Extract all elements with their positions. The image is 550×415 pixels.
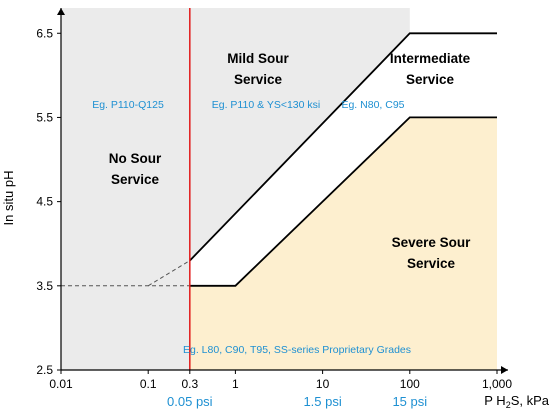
no-sour-region	[61, 8, 190, 370]
severe-sour-example: Eg. L80, C90, T95, SS-series Proprietary…	[183, 344, 411, 356]
mild-sour-label-line2: Service	[234, 72, 283, 87]
intermediate-example: Eg. N80, C95	[341, 99, 404, 111]
severe-sour-label-line2: Service	[407, 256, 456, 271]
mild-sour-example: Eg. P110 & YS<130 ksi	[212, 99, 320, 111]
mild-sour-label-line1: Mild Sour	[227, 51, 289, 66]
intermediate-label-line1: Intermediate	[390, 51, 471, 66]
x-tick-label: 1,000	[482, 377, 512, 391]
mild-sour-region	[189, 8, 410, 261]
y-tick-label: 3.5	[36, 279, 53, 293]
intermediate-label-line2: Service	[406, 72, 455, 87]
x-tick-label: 0.1	[140, 377, 157, 391]
x-tick-label: 0.01	[49, 377, 73, 391]
y-tick-label: 5.5	[36, 110, 53, 124]
region-labels: No Sour Service Eg. P110-Q125 Mild Sour …	[92, 51, 471, 356]
upper-boundary-line	[189, 32, 497, 262]
y-tick-label: 6.5	[36, 26, 53, 40]
x-tick-label: 1	[232, 377, 239, 391]
severe-sour-region	[189, 117, 498, 371]
no-sour-label-line1: No Sour	[109, 151, 162, 166]
lower-boundary-line	[189, 116, 497, 287]
no-sour-label-line2: Service	[111, 172, 160, 187]
boundary-lines	[61, 8, 497, 370]
y-tick-label: 2.5	[36, 363, 53, 377]
x-tick-label: 0.3	[181, 377, 198, 391]
y-tick-label: 4.5	[36, 195, 53, 209]
x-axis-arrow	[501, 366, 508, 374]
y-axis-arrow	[57, 8, 65, 15]
severe-sour-label-line1: Severe Sour	[392, 235, 472, 250]
psi-tick-label: 0.05 psi	[167, 394, 213, 409]
x-axis-label: P H2S, kPa	[484, 393, 550, 410]
dashed-upper-extension	[147, 260, 191, 287]
psi-tick-label: 1.5 psi	[303, 394, 341, 409]
psi-tick-label: 15 psi	[392, 394, 427, 409]
y-axis-label: In situ pH	[1, 171, 16, 226]
region-fills	[61, 8, 498, 371]
x-tick-label: 10	[316, 377, 330, 391]
axes: 2.5 3.5 4.5 5.5 6.5 0.01 0.1 0.3 1 10 100 1,000 0.05…	[36, 8, 512, 409]
no-sour-example: Eg. P110-Q125	[92, 99, 164, 111]
x-tick-label: 100	[400, 377, 420, 391]
